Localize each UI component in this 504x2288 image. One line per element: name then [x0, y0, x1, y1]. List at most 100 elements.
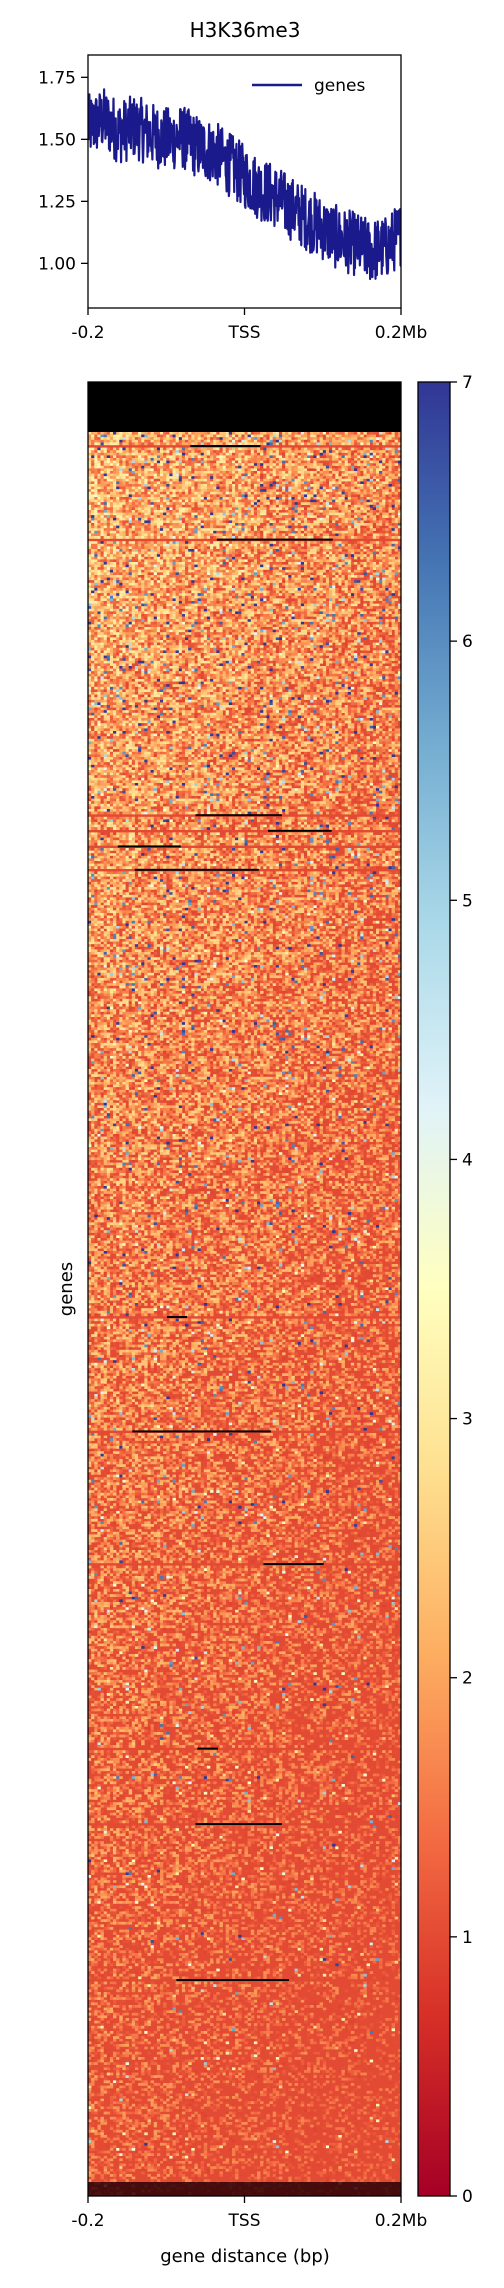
heatmap-cell — [279, 518, 282, 521]
heatmap-cell — [232, 541, 235, 544]
heatmap-cell — [323, 474, 326, 477]
heatmap-cell — [376, 450, 379, 453]
heatmap-cell — [235, 518, 238, 521]
heatmap-cell — [385, 541, 388, 544]
heatmap-cell — [232, 492, 235, 495]
heatmap-cell — [338, 510, 341, 513]
heatmap-cell — [185, 505, 188, 508]
heatmap-cell — [276, 448, 279, 451]
heatmap-cell — [148, 437, 151, 440]
heatmap-cell — [320, 476, 323, 479]
heatmap-cell — [166, 463, 169, 466]
heatmap-cell — [151, 502, 154, 505]
heatmap-cell — [266, 461, 269, 464]
heatmap-cell — [107, 476, 110, 479]
heatmap-cell — [266, 476, 269, 479]
heatmap-cell — [163, 463, 166, 466]
heatmap-cell — [276, 466, 279, 469]
heatmap-cell — [395, 526, 398, 529]
heatmap-cell — [323, 468, 326, 471]
heatmap-cell — [241, 505, 244, 508]
heatmap-cell — [320, 432, 323, 435]
heatmap-cell — [107, 505, 110, 508]
heatmap-cell — [260, 510, 263, 513]
heatmap-cell — [122, 487, 125, 490]
heatmap-cell — [238, 507, 241, 510]
heatmap-cell — [260, 487, 263, 490]
heatmap-cell — [263, 484, 266, 487]
heatmap-cell — [370, 440, 373, 443]
heatmap-cell — [238, 487, 241, 490]
heatmap-cell — [126, 484, 129, 487]
heatmap-cell — [282, 523, 285, 526]
heatmap-cell — [151, 450, 154, 453]
heatmap-cell — [254, 489, 257, 492]
heatmap-cell — [94, 474, 97, 477]
heatmap-cell — [160, 432, 163, 435]
profile-y-tick-label: 1.75 — [38, 68, 76, 88]
heatmap-cell — [160, 528, 163, 531]
heatmap-cell — [144, 489, 147, 492]
heatmap-cell — [392, 510, 395, 513]
heatmap-cell — [113, 468, 116, 471]
heatmap-cell — [385, 533, 388, 536]
heatmap-cell — [276, 505, 279, 508]
heatmap-cell — [351, 536, 354, 539]
heatmap-cell — [213, 471, 216, 474]
heatmap-cell — [288, 479, 291, 482]
heatmap-cell — [263, 528, 266, 531]
heatmap-cell — [238, 510, 241, 513]
heatmap-cell — [304, 450, 307, 453]
heatmap-cell — [232, 515, 235, 518]
heatmap-cell — [304, 437, 307, 440]
heatmap-cell — [216, 536, 219, 539]
heatmap-cell — [204, 541, 207, 544]
heatmap-cell — [392, 448, 395, 451]
heatmap-cell — [295, 437, 298, 440]
heatmap-cell — [385, 510, 388, 513]
heatmap-cell — [282, 466, 285, 469]
heatmap-cell — [144, 466, 147, 469]
heatmap-cell — [126, 541, 129, 544]
heatmap-cell — [338, 481, 341, 484]
heatmap-cell — [307, 500, 310, 503]
heatmap-cell — [129, 494, 132, 497]
heatmap-cell — [260, 442, 263, 445]
heatmap-cell — [310, 437, 313, 440]
heatmap-cell — [276, 463, 279, 466]
heatmap-cell — [194, 528, 197, 531]
heatmap-cell — [241, 461, 244, 464]
heatmap-cell — [223, 479, 226, 482]
heatmap-cell — [351, 520, 354, 523]
heatmap-cell — [129, 481, 132, 484]
heatmap-cell — [260, 489, 263, 492]
heatmap-cell — [276, 510, 279, 513]
heatmap-cell — [176, 466, 179, 469]
heatmap-cell — [163, 432, 166, 435]
heatmap-cell — [191, 440, 194, 443]
heatmap-cell — [144, 526, 147, 529]
heatmap-cell — [129, 487, 132, 490]
heatmap-cell — [157, 518, 160, 521]
heatmap-cell — [107, 437, 110, 440]
heatmap-cell — [97, 502, 100, 505]
heatmap-cell — [185, 474, 188, 477]
heatmap-cell — [229, 481, 232, 484]
heatmap-cell — [238, 515, 241, 518]
heatmap-cell — [207, 432, 210, 435]
heatmap-cell — [210, 528, 213, 531]
heatmap-cell — [135, 437, 138, 440]
heatmap-cell — [276, 468, 279, 471]
heatmap-cell — [226, 541, 229, 544]
heatmap-cell — [126, 453, 129, 456]
heatmap-cell — [251, 526, 254, 529]
heatmap-cell — [91, 536, 94, 539]
heatmap-cell — [395, 533, 398, 536]
heatmap-cell — [329, 526, 332, 529]
heatmap-cell — [176, 440, 179, 443]
heatmap-cell — [313, 536, 316, 539]
heatmap-cell — [304, 471, 307, 474]
heatmap-cell — [207, 531, 210, 534]
heatmap-cell — [138, 513, 141, 516]
heatmap-cell — [129, 507, 132, 510]
